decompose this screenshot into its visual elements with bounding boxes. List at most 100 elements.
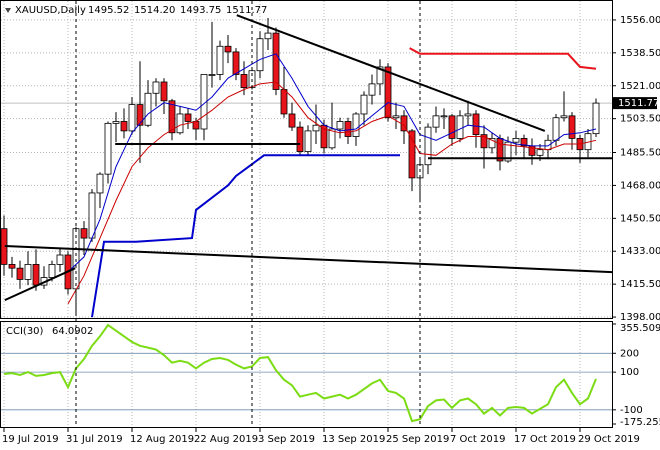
candle-body: [352, 113, 360, 137]
candle-body: [152, 81, 160, 94]
candle-body: [568, 115, 576, 139]
candle-body: [480, 134, 488, 149]
candle: [368, 74, 376, 105]
candle: [464, 100, 472, 126]
candle: [472, 110, 480, 148]
candle-body: [168, 100, 176, 134]
indicator-line: [67, 53, 597, 273]
candle: [160, 78, 168, 114]
candle-body: [184, 113, 192, 122]
quote-open: 1495.52: [88, 5, 129, 16]
candle-body: [376, 66, 384, 85]
candle: [144, 80, 152, 128]
candle: [184, 108, 192, 130]
candle-body: [512, 138, 520, 143]
cci-tick-label: 100: [620, 367, 639, 378]
candle: [16, 260, 24, 289]
candle: [376, 59, 384, 96]
candle: [344, 117, 352, 145]
candle-body: [96, 173, 104, 194]
candle-body: [520, 138, 528, 147]
candle-body: [432, 115, 440, 128]
candle-body: [472, 113, 480, 136]
cci-tick-label: 355.5093: [620, 323, 660, 334]
candle: [360, 91, 368, 126]
candle-body: [264, 32, 272, 40]
candle: [440, 108, 448, 130]
candle-body: [240, 74, 248, 89]
main-frame: [0, 0, 613, 319]
candle-body: [232, 51, 240, 75]
candle-body: [296, 126, 304, 152]
last-price-label: 1511.77: [618, 98, 659, 109]
candle-body: [144, 92, 152, 126]
candle-body: [560, 115, 568, 119]
candle: [312, 104, 320, 145]
x-tick-label: 31 Jul 2019: [66, 434, 123, 445]
cci-line: [3, 323, 597, 423]
candle: [176, 106, 184, 135]
candle-body: [288, 113, 296, 128]
candle: [112, 112, 120, 143]
candle-body: [56, 254, 64, 265]
x-tick-label: 7 Oct 2019: [450, 434, 505, 445]
last-price-box: [613, 97, 657, 110]
candle-body: [408, 130, 416, 179]
y-tick-label: 1485.50: [620, 148, 660, 159]
candle-body: [16, 267, 24, 280]
y-tick-label: 1450.50: [620, 213, 660, 224]
candle-body: [440, 115, 448, 118]
candle: [216, 40, 224, 81]
candle: [232, 48, 240, 81]
candle-body: [424, 126, 432, 166]
candle: [512, 130, 520, 156]
candle: [56, 247, 64, 272]
candle-body: [8, 264, 16, 269]
candle: [168, 98, 176, 141]
candle-body: [360, 94, 368, 115]
candle-body: [272, 32, 280, 90]
candle: [432, 106, 440, 133]
candle-body: [128, 104, 136, 132]
candle-body: [504, 141, 512, 162]
candle: [488, 132, 496, 154]
indicator-line: [236, 14, 546, 132]
x-tick-label: 25 Sep 2019: [386, 434, 449, 445]
candle-body: [160, 81, 168, 102]
y-tick-label: 1468.00: [620, 180, 660, 191]
y-tick-label: 1556.00: [620, 15, 660, 26]
x-tick-label: 17 Oct 2019: [514, 434, 576, 445]
y-tick-label: 1521.00: [620, 81, 660, 92]
quote-high: 1514.20: [134, 5, 175, 16]
candle-body: [112, 121, 120, 124]
candle: [8, 256, 16, 278]
candle-body: [344, 121, 352, 137]
x-tick-label: 3 Sep 2019: [258, 434, 315, 445]
candle: [296, 121, 304, 156]
x-tick-label: 29 Oct 2019: [578, 434, 640, 445]
candle: [272, 27, 280, 96]
candle: [136, 61, 144, 163]
y-tick-label: 1433.00: [620, 246, 660, 257]
candle-body: [536, 149, 544, 156]
cci-tick-label: -100: [620, 405, 643, 416]
candle: [304, 125, 312, 156]
candle-body: [280, 89, 288, 115]
quote-low: 1493.75: [180, 5, 221, 16]
indicator-line: [67, 81, 597, 305]
candle: [224, 34, 232, 64]
y-tick-label: 1538.50: [620, 48, 660, 59]
candle-body: [464, 113, 472, 117]
cci-tick-label: 200: [620, 348, 639, 359]
candle: [288, 102, 296, 131]
candle-body: [216, 45, 224, 75]
candle: [264, 18, 272, 51]
candle-body: [80, 228, 88, 239]
candle-body: [120, 121, 128, 132]
candle-body: [104, 122, 112, 175]
candle: [256, 31, 264, 79]
candle-body: [312, 124, 320, 132]
candle-body: [448, 115, 456, 139]
candle: [592, 98, 600, 137]
